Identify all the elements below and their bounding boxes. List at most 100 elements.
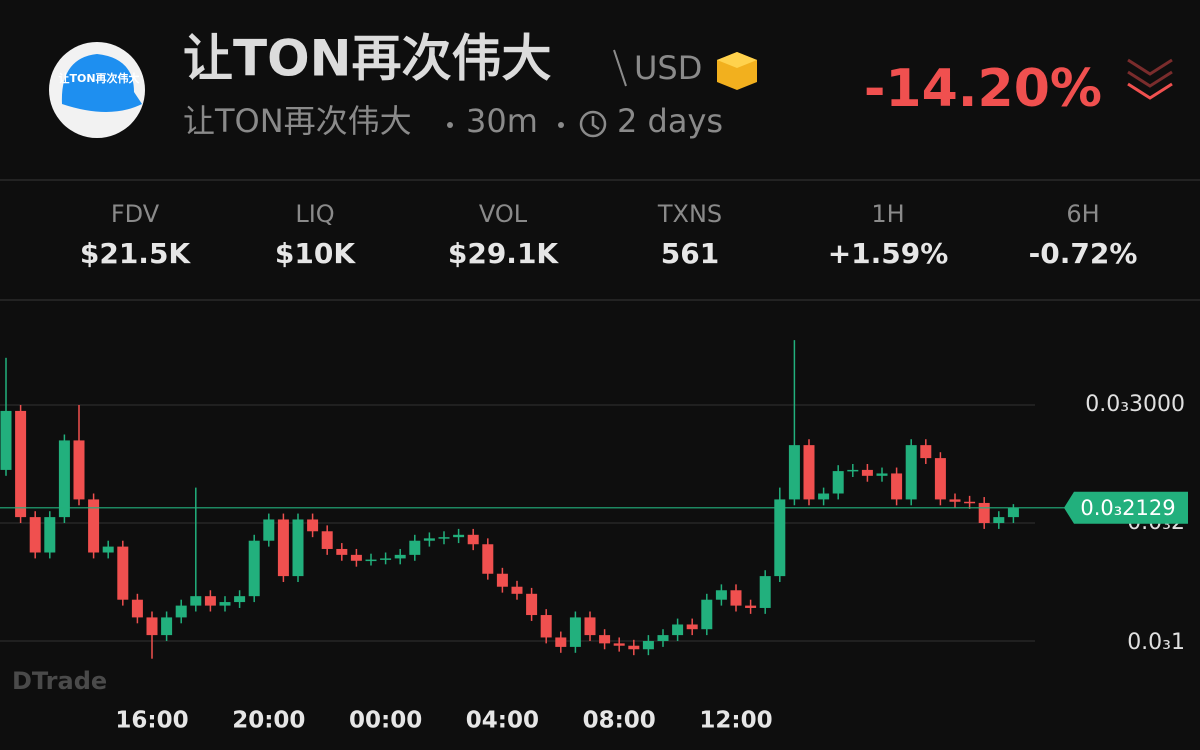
candle-body bbox=[219, 602, 231, 606]
candle-body bbox=[978, 502, 990, 524]
candle-body bbox=[861, 469, 873, 476]
candle-body bbox=[759, 576, 771, 608]
y-tick-label: 0.0₃3000 bbox=[1085, 392, 1185, 417]
candle-body bbox=[672, 624, 684, 636]
candle-body bbox=[628, 645, 640, 650]
candle-body bbox=[292, 519, 304, 577]
stat-value: +1.59% bbox=[828, 237, 949, 270]
candle-body bbox=[891, 473, 903, 500]
stat-label: TXNS bbox=[657, 200, 722, 228]
stat-value: -0.72% bbox=[1029, 237, 1138, 270]
token-name: 让TON再次伟大 bbox=[183, 102, 412, 140]
candle-body bbox=[613, 643, 625, 646]
candle-body bbox=[467, 534, 479, 545]
candle-body bbox=[438, 537, 450, 539]
candle-body bbox=[847, 469, 859, 472]
chain-icon bbox=[717, 52, 757, 90]
candle-body bbox=[642, 641, 654, 650]
candle-body bbox=[686, 624, 698, 630]
stat-label: VOL bbox=[479, 200, 528, 228]
candle-body bbox=[161, 617, 173, 636]
stat-value: $10K bbox=[275, 237, 356, 270]
candle-body bbox=[350, 554, 362, 561]
x-tick-label: 00:00 bbox=[349, 708, 422, 734]
candle-body bbox=[905, 445, 917, 500]
candle-body bbox=[88, 499, 100, 553]
candle-body bbox=[204, 596, 216, 606]
price-badge bbox=[1064, 491, 1188, 524]
current-price-label: 0.0₃2129 bbox=[1080, 496, 1175, 520]
candle-body bbox=[774, 499, 786, 577]
candle-body bbox=[175, 605, 187, 618]
candle-body bbox=[102, 546, 114, 553]
candle-body bbox=[263, 519, 275, 541]
candle-body bbox=[146, 617, 158, 636]
stat-value: 561 bbox=[661, 237, 719, 270]
stat-label: 6H bbox=[1066, 200, 1099, 228]
avatar-cap bbox=[61, 54, 143, 112]
candle-body bbox=[190, 596, 202, 606]
candle-body bbox=[380, 558, 392, 560]
candle-body bbox=[526, 593, 538, 616]
candle-body bbox=[934, 458, 946, 500]
candle-body bbox=[321, 531, 333, 549]
price-chart: 0.0₃10.0₃20.0₃3000DTrade16:0020:0000:000… bbox=[0, 340, 1188, 734]
candle-body bbox=[248, 540, 260, 597]
candle-body bbox=[949, 499, 961, 502]
stats-row: FDV $21.5K LIQ $10K VOL $29.1K TXNS 561 1H +1.59%… bbox=[80, 200, 1138, 270]
dot-separator bbox=[558, 122, 564, 128]
candle-body bbox=[876, 473, 888, 476]
candle-body bbox=[555, 637, 567, 647]
dot-separator bbox=[447, 122, 453, 128]
quote-currency: USD bbox=[634, 49, 702, 87]
candle-body bbox=[584, 617, 596, 636]
candle-body bbox=[234, 596, 246, 603]
candle-body bbox=[496, 573, 508, 587]
stat-value: $29.1K bbox=[448, 237, 560, 270]
candle-body bbox=[599, 635, 611, 644]
candle-body bbox=[73, 440, 85, 500]
pair-separator bbox=[613, 49, 627, 87]
candle-body bbox=[307, 519, 319, 532]
candle-body bbox=[58, 440, 70, 518]
candle-body bbox=[482, 544, 494, 574]
pair-age: 2 days bbox=[617, 102, 723, 140]
candle-body bbox=[701, 599, 713, 630]
candle-body bbox=[511, 586, 523, 594]
candle-body bbox=[365, 559, 377, 562]
interval: 30m bbox=[466, 102, 538, 140]
candle-body bbox=[44, 517, 56, 553]
x-tick-label: 16:00 bbox=[115, 708, 188, 734]
candle-body bbox=[832, 471, 844, 494]
candle-body bbox=[540, 615, 552, 638]
candle-body bbox=[964, 501, 976, 504]
token-title: 让TON再次伟大 bbox=[183, 30, 551, 88]
trend-chevrons[interactable] bbox=[1127, 58, 1173, 100]
candle-body bbox=[657, 635, 669, 642]
candle-body bbox=[803, 445, 815, 500]
candle-body bbox=[131, 599, 143, 618]
candle-body bbox=[336, 548, 348, 555]
candle-body bbox=[920, 445, 932, 459]
stat-value: $21.5K bbox=[80, 237, 192, 270]
candle-body bbox=[569, 617, 581, 647]
candle-body bbox=[453, 534, 465, 538]
clock-icon bbox=[579, 110, 607, 138]
candle-body bbox=[15, 410, 27, 518]
x-tick-label: 12:00 bbox=[699, 708, 772, 734]
candle-body bbox=[29, 517, 41, 553]
y-tick-label: 0.0₃1 bbox=[1127, 630, 1185, 655]
candle-body bbox=[423, 538, 435, 541]
x-tick-label: 20:00 bbox=[232, 708, 305, 734]
candle-body bbox=[993, 517, 1005, 524]
candle-body bbox=[117, 546, 129, 600]
watermark: DTrade bbox=[12, 667, 107, 695]
candle-body bbox=[277, 519, 289, 577]
candle-body bbox=[394, 554, 406, 559]
candle-body bbox=[715, 590, 727, 600]
candle-body bbox=[818, 493, 830, 500]
stat-label: 1H bbox=[871, 200, 904, 228]
avatar-text: 让TON再次伟大 bbox=[58, 71, 139, 85]
